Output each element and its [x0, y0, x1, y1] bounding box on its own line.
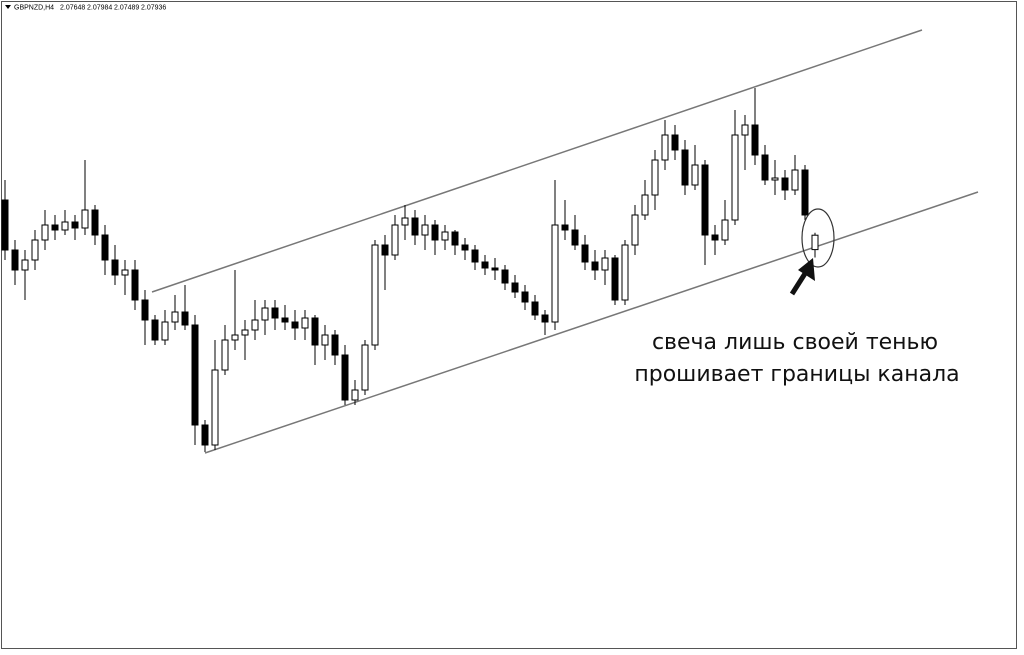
symbol-label: GBPNZD,H4 — [14, 4, 54, 11]
candle-body — [371, 244, 379, 346]
candle-body — [151, 319, 159, 341]
candle-body — [681, 149, 689, 186]
ohlc-high: 2.07984 — [87, 4, 112, 11]
candle-body — [621, 244, 629, 301]
candle-body — [251, 319, 259, 331]
pointer-arrow-head — [798, 258, 815, 281]
candle-body — [791, 169, 799, 191]
candle-body — [221, 339, 229, 371]
candle-body — [261, 307, 269, 321]
candle-body — [91, 209, 99, 236]
candle-body — [721, 219, 729, 241]
candle-body — [1, 199, 9, 251]
candle-body — [241, 329, 249, 336]
candle-body — [51, 224, 59, 231]
annotation-line: свеча лишь своей тенью — [652, 330, 938, 355]
candle-body — [41, 224, 49, 241]
candle-body — [61, 221, 69, 231]
candle-body — [481, 261, 489, 269]
candle-body — [121, 269, 129, 276]
candle-body — [171, 311, 179, 323]
candle-body — [561, 224, 569, 231]
candle-body — [461, 244, 469, 251]
candle-body — [131, 269, 139, 301]
candle-body — [701, 164, 709, 236]
candles — [1, 88, 819, 452]
candle-body — [631, 214, 639, 246]
channel-lower — [204, 191, 979, 454]
candle-body — [641, 194, 649, 216]
candle-body — [271, 307, 279, 319]
candle-body — [161, 321, 169, 341]
candle-body — [741, 124, 749, 136]
candle-body — [531, 301, 539, 316]
candle-body — [401, 217, 409, 226]
candle-body — [511, 282, 519, 293]
candle-body — [731, 134, 739, 221]
annotation-line: прошивает границы канала — [634, 362, 959, 387]
ohlc-open: 2.07648 — [60, 4, 85, 11]
candle-body — [291, 321, 299, 329]
candle-body — [451, 231, 459, 246]
candle-body — [651, 159, 659, 196]
ohlc-close: 2.07936 — [141, 4, 166, 11]
candle-body — [11, 249, 19, 271]
candle-body — [661, 134, 669, 161]
highlight-ellipse — [801, 208, 835, 268]
candle-body — [471, 249, 479, 263]
candle-body — [611, 257, 619, 301]
candle-body — [391, 224, 399, 256]
candle-body — [181, 311, 189, 326]
candle-body — [711, 234, 719, 241]
ohlc-low: 2.07489 — [114, 4, 139, 11]
pointer-arrow-shaft — [789, 270, 809, 296]
candle-body — [671, 134, 679, 151]
candle-body — [141, 299, 149, 321]
candle-body — [761, 154, 769, 181]
candle-body — [111, 259, 119, 276]
candle-body — [771, 177, 779, 181]
symbol-menu-arrow[interactable] — [5, 5, 11, 9]
candle-body — [361, 344, 369, 391]
candle-body — [71, 221, 79, 229]
candle-body — [551, 224, 559, 323]
candle-body — [31, 239, 39, 261]
candle-body — [21, 259, 29, 271]
candle-body — [581, 244, 589, 263]
candle-body — [691, 164, 699, 186]
candle-body — [81, 209, 89, 229]
candle-body — [801, 169, 809, 216]
candle-body — [341, 354, 349, 401]
candle-body — [301, 317, 309, 329]
candle-body — [591, 261, 599, 271]
candle-body — [751, 124, 759, 156]
candle-body — [601, 257, 609, 271]
candle-body — [441, 231, 449, 241]
candle-body — [321, 334, 329, 346]
candle-body — [811, 234, 819, 251]
candle-body — [501, 269, 509, 284]
candle-body — [411, 217, 419, 236]
candle-body — [231, 334, 239, 341]
candle-body — [781, 177, 789, 191]
candle-body — [431, 224, 439, 241]
candle-body — [351, 389, 359, 401]
candle-body — [311, 317, 319, 346]
candle-body — [491, 267, 499, 271]
candle-body — [331, 334, 339, 356]
candle-body — [571, 229, 579, 246]
channel-upper — [151, 29, 923, 293]
candle-body — [541, 314, 549, 323]
candle-body — [281, 317, 289, 323]
candle-body — [211, 369, 219, 446]
candle-body — [521, 291, 529, 303]
candle-body — [191, 324, 199, 426]
candle-body — [101, 234, 109, 261]
candle-body — [381, 244, 389, 256]
candle-body — [201, 424, 209, 446]
candle-body — [421, 224, 429, 236]
